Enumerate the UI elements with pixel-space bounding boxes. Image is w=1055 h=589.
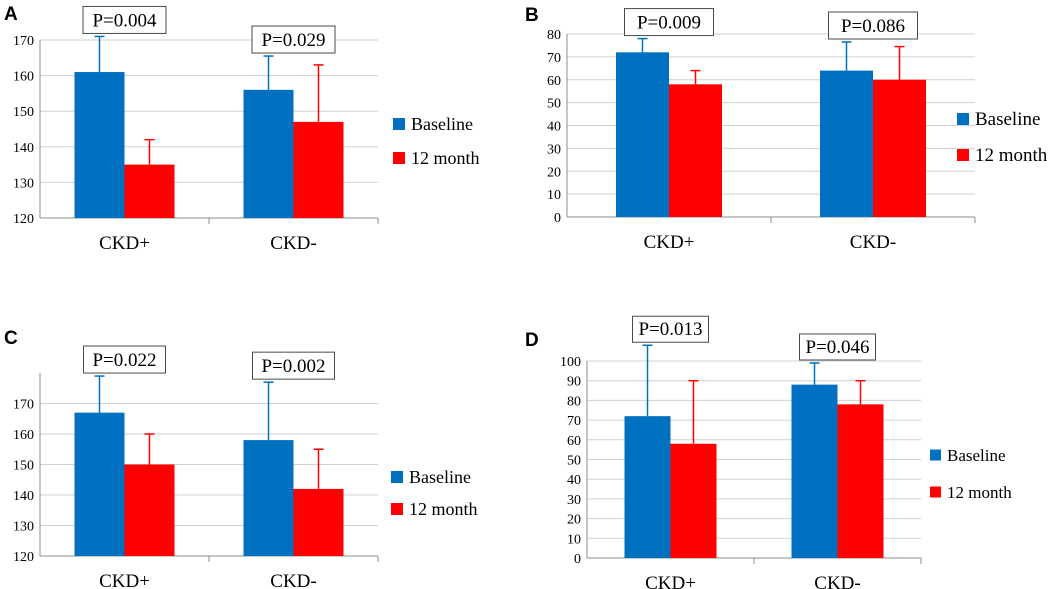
panel-b-legend-swatch-12-month: [957, 149, 969, 161]
panel-d-legend-label-12-month: 12 month: [947, 483, 1012, 502]
panel-a-p-value-box: [251, 25, 336, 54]
panel-d-category-label: CKD-: [814, 573, 860, 589]
panel-c-legend-swatch-baseline: [391, 471, 403, 483]
panel-d-bar-baseline-ckd-minus: [791, 384, 838, 558]
panel-b-bar-12-month-ckd-minus: [873, 79, 926, 217]
panel-d-y-tick-label: 50: [567, 454, 581, 469]
panel-a-bar-12-month-ckd-minus: [293, 121, 344, 218]
panel-letter-a: A: [4, 4, 18, 25]
panel-b-bar-12-month-ckd-plus: [669, 84, 722, 217]
panel-b-legend-label-baseline: Baseline: [975, 109, 1040, 130]
panel-b-bar-baseline-ckd-plus: [616, 52, 669, 217]
panel-c-p-value-label: P=0.022: [92, 350, 156, 371]
panel-d-y-tick-label: 20: [567, 513, 581, 528]
panel-c-y-tick-label: 130: [13, 520, 34, 535]
panel-c-legend-label-baseline: Baseline: [409, 467, 471, 487]
panel-d-p-value-label: P=0.013: [638, 319, 702, 340]
panel-c-p-value-box: [252, 351, 335, 380]
panel-d-legend-label-baseline: Baseline: [947, 446, 1006, 465]
panel-d-y-tick-label: 90: [567, 375, 581, 390]
panel-c-bar-12-month-ckd-minus: [293, 488, 344, 556]
panel-c-p-value-box: [83, 345, 166, 374]
panel-a-y-tick-label: 130: [13, 176, 34, 191]
panel-d-bar-12-month-ckd-minus: [837, 404, 884, 558]
panel-c-bar-baseline-ckd-plus: [74, 412, 125, 556]
panel-letter-b: B: [525, 5, 539, 26]
panel-d-y-tick-label: 100: [560, 355, 581, 370]
panel-d-category-label: CKD+: [645, 573, 696, 589]
panel-d-p-value-box: [632, 315, 709, 343]
panel-d-y-tick-label: 60: [567, 434, 581, 449]
panel-a-bar-baseline-ckd-plus: [74, 72, 125, 218]
panel-b-p-value-box: [828, 11, 918, 40]
panel-c-y-tick-label: 170: [13, 398, 34, 413]
panel-a-p-value-label: P=0.029: [261, 30, 325, 51]
panel-d-p-value-label: P=0.046: [805, 337, 869, 358]
panel-a-category-label: CKD+: [99, 233, 150, 254]
panel-c-bar-baseline-ckd-minus: [243, 440, 294, 556]
panel-c-bar-12-month-ckd-plus: [124, 464, 175, 556]
panel-d-y-tick-label: 80: [567, 394, 581, 409]
panel-b-y-tick-label: 60: [547, 74, 561, 89]
panel-a-category-label: CKD-: [270, 233, 316, 254]
panel-b-y-tick-label: 70: [547, 51, 561, 66]
panel-a-legend-label-12-month: 12 month: [411, 148, 480, 168]
panel-b-category-label: CKD+: [644, 232, 695, 253]
panel-c-p-value-label: P=0.002: [261, 356, 325, 377]
panel-d-bar-baseline-ckd-plus: [624, 416, 671, 558]
panel-a-y-tick-label: 120: [13, 212, 34, 227]
panel-c-legend-swatch-12-month: [391, 503, 403, 515]
panel-c-legend-label-12-month: 12 month: [409, 499, 478, 519]
panel-c-y-tick-label: 140: [13, 489, 34, 504]
panel-c-y-tick-label: 120: [13, 550, 34, 565]
panel-d-y-tick-label: 30: [567, 493, 581, 508]
panel-a-y-tick-label: 170: [13, 34, 34, 49]
panel-b-y-tick-label: 10: [547, 188, 561, 203]
panel-c: C 120 130 140 150 160 170 CKD+ P=0.022 CKD- P=0.0…: [4, 328, 478, 589]
panel-d: D 0 10 20 30 40 50 60 70 80 90 100 CKD+ P=0.013 CKD- P…: [525, 315, 1012, 589]
panel-a-legend-label-baseline: Baseline: [411, 114, 473, 134]
panel-b-y-tick-label: 30: [547, 142, 561, 157]
panel-a-p-value-box: [82, 5, 167, 34]
panel-a: A 120 130 140 150 160 170 CKD+ P=0.004 CKD- P=0.0…: [4, 4, 480, 254]
panel-a-bar-baseline-ckd-minus: [243, 89, 294, 218]
panel-a-y-tick-label: 140: [13, 141, 34, 156]
panel-b-p-value-label: P=0.009: [637, 13, 701, 34]
panel-b: B 0 10 20 30 40 50 60 70 80 CKD+ P=0.009 CKD- P=0.08…: [525, 5, 1048, 253]
panel-d-y-tick-label: 10: [567, 532, 581, 547]
panel-a-bar-12-month-ckd-plus: [124, 164, 175, 218]
panel-b-y-tick-label: 50: [547, 97, 561, 112]
panel-b-y-tick-label: 0: [554, 211, 561, 226]
panel-letter-c: C: [4, 328, 18, 349]
panel-b-legend-swatch-baseline: [957, 113, 969, 125]
panel-b-y-tick-label: 20: [547, 165, 561, 180]
panel-a-p-value-label: P=0.004: [92, 10, 157, 31]
panel-d-p-value-box: [799, 333, 876, 361]
panel-d-y-tick-label: 40: [567, 473, 581, 488]
panel-b-category-label: CKD-: [850, 232, 896, 253]
panel-d-legend-swatch-baseline: [930, 449, 941, 461]
panel-a-y-tick-label: 150: [13, 105, 34, 120]
panel-a-legend-swatch-12-month: [393, 152, 405, 164]
panel-letter-d: D: [525, 330, 539, 351]
panel-d-bar-12-month-ckd-plus: [670, 443, 717, 558]
panel-c-y-tick-label: 150: [13, 459, 34, 474]
panel-a-y-tick-label: 160: [13, 70, 34, 85]
panel-d-y-tick-label: 0: [574, 552, 581, 567]
panel-c-category-label: CKD+: [99, 571, 150, 589]
panel-b-y-tick-label: 80: [547, 28, 561, 43]
panel-b-p-value-box: [624, 8, 714, 37]
panel-d-y-tick-label: 70: [567, 414, 581, 429]
panel-c-category-label: CKD-: [270, 571, 316, 589]
panel-b-y-tick-label: 40: [547, 120, 561, 135]
panel-b-bar-baseline-ckd-minus: [820, 70, 873, 217]
panel-b-legend-label-12-month: 12 month: [975, 145, 1048, 166]
panel-a-legend-swatch-baseline: [393, 118, 405, 130]
panel-c-y-tick-label: 160: [13, 428, 34, 443]
panel-b-p-value-label: P=0.086: [841, 16, 905, 37]
panel-d-legend-swatch-12-month: [930, 486, 941, 498]
